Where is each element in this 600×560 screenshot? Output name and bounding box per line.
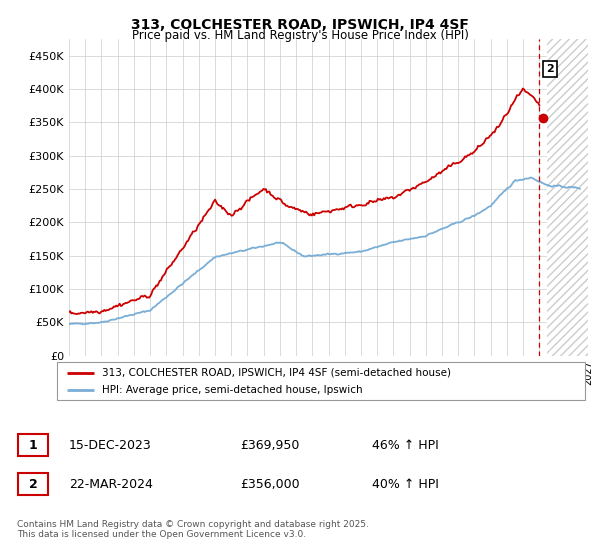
FancyBboxPatch shape bbox=[19, 473, 48, 496]
Text: HPI: Average price, semi-detached house, Ipswich: HPI: Average price, semi-detached house,… bbox=[102, 385, 362, 395]
Bar bbox=[547, 39, 588, 356]
Text: 40% ↑ HPI: 40% ↑ HPI bbox=[372, 478, 439, 491]
Text: 46% ↑ HPI: 46% ↑ HPI bbox=[372, 438, 439, 452]
Text: 313, COLCHESTER ROAD, IPSWICH, IP4 4SF (semi-detached house): 313, COLCHESTER ROAD, IPSWICH, IP4 4SF (… bbox=[102, 367, 451, 377]
Text: 15-DEC-2023: 15-DEC-2023 bbox=[69, 438, 152, 452]
Text: £356,000: £356,000 bbox=[240, 478, 299, 491]
Text: £369,950: £369,950 bbox=[240, 438, 299, 452]
FancyBboxPatch shape bbox=[57, 362, 585, 400]
FancyBboxPatch shape bbox=[19, 434, 48, 456]
Text: Price paid vs. HM Land Registry's House Price Index (HPI): Price paid vs. HM Land Registry's House … bbox=[131, 29, 469, 42]
Text: Contains HM Land Registry data © Crown copyright and database right 2025.
This d: Contains HM Land Registry data © Crown c… bbox=[17, 520, 368, 539]
Text: 1: 1 bbox=[29, 438, 38, 452]
Text: 2: 2 bbox=[29, 478, 38, 491]
Bar bbox=[547, 39, 588, 356]
Text: 2: 2 bbox=[546, 64, 554, 74]
Text: 313, COLCHESTER ROAD, IPSWICH, IP4 4SF: 313, COLCHESTER ROAD, IPSWICH, IP4 4SF bbox=[131, 18, 469, 32]
Text: 22-MAR-2024: 22-MAR-2024 bbox=[69, 478, 153, 491]
